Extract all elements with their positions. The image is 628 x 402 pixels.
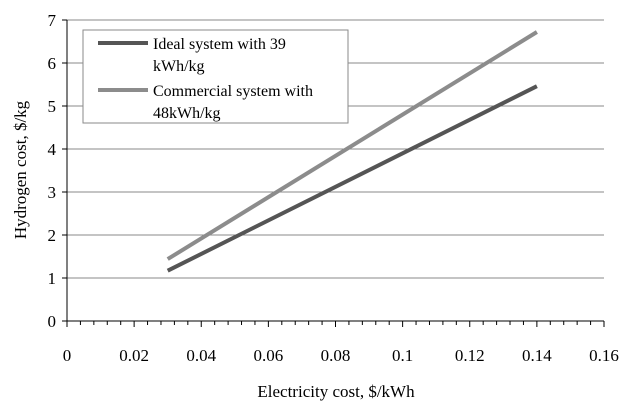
legend-label-commercial-line2: 48kWh/kg [153,105,221,122]
x-axis-label: Electricity cost, $/kWh [257,382,415,401]
x-tick-label-7: 0.14 [522,346,552,365]
x-tick-label-4: 0.08 [321,346,351,365]
y-tick-label-0: 0 [48,312,57,331]
legend-label-ideal-line1: Ideal system with 39 [153,36,286,53]
y-tick-label-1: 1 [48,269,57,288]
legend-label-ideal-line2: kWh/kg [153,58,205,75]
series-line-1 [166,30,538,261]
series-lines [166,30,538,273]
series-line-0 [166,84,538,273]
y-tick-label-5: 5 [48,97,57,116]
legend-label-commercial-line1: Commercial system with [153,83,313,100]
x-tick-label-5: 0.1 [392,346,413,365]
legend: Ideal system with 39 kWh/kg Commercial s… [82,29,349,124]
axes [62,19,605,327]
x-tick-label-2: 0.04 [186,346,216,365]
y-tick-label-3: 3 [48,183,57,202]
y-tick-label-2: 2 [48,226,57,245]
x-tick-label-3: 0.06 [254,346,284,365]
x-tick-label-8: 0.16 [589,346,619,365]
y-axis-label: Hydrogen cost, $/kg [11,100,30,239]
y-tick-label-7: 7 [48,11,57,30]
y-tick-label-6: 6 [48,54,57,73]
tick-labels: 0 1 2 3 4 5 6 7 0 0.02 0.04 0.06 0.08 0.1 0.12 0.14 0.16 [48,11,619,365]
y-tick-label-4: 4 [48,140,57,159]
legend-box [82,29,349,124]
x-tick-label-1: 0.02 [119,346,149,365]
x-tick-label-0: 0 [63,346,72,365]
x-tick-label-6: 0.12 [455,346,485,365]
